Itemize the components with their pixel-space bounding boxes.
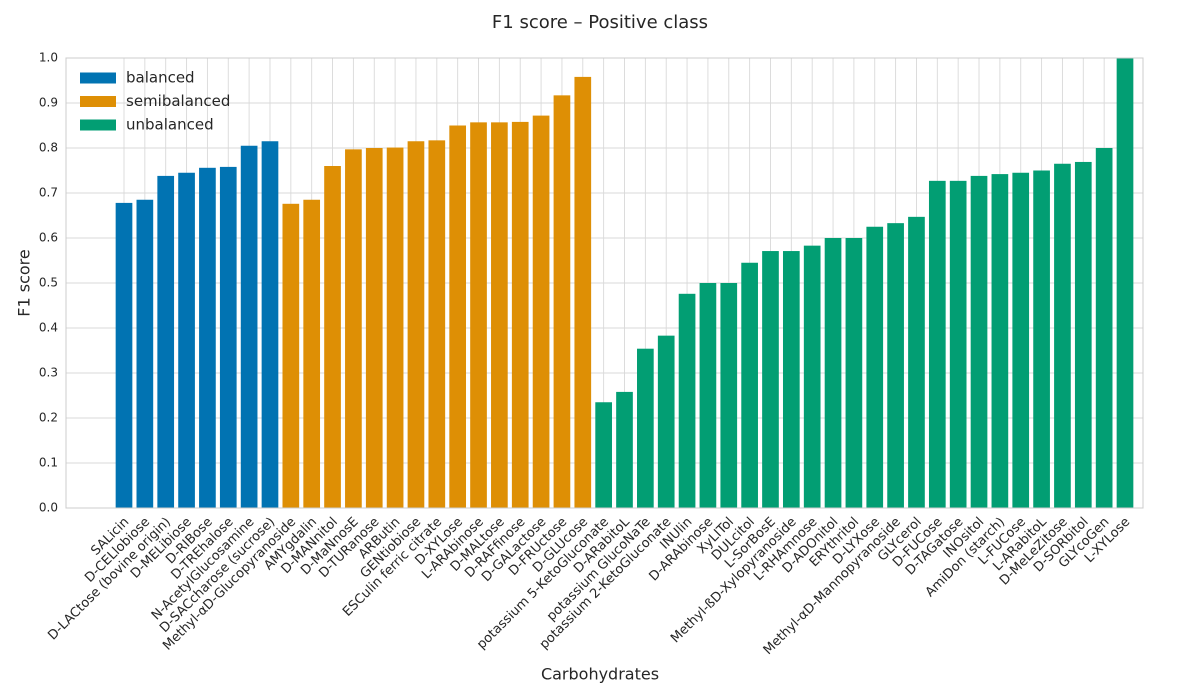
y-tick-label: 0.1 xyxy=(39,456,58,470)
bar xyxy=(657,335,675,508)
bar xyxy=(157,175,175,508)
y-tick-label: 0.3 xyxy=(39,366,58,380)
bar xyxy=(428,140,446,508)
legend-swatch xyxy=(80,119,116,131)
y-tick-label: 0.7 xyxy=(39,186,58,200)
bar xyxy=(928,180,946,508)
bar xyxy=(511,121,529,509)
bar xyxy=(553,95,571,508)
bar xyxy=(1074,161,1092,508)
bar xyxy=(866,226,884,508)
bar xyxy=(532,115,550,508)
bar xyxy=(970,175,988,508)
legend-label: unbalanced xyxy=(126,116,214,134)
bar xyxy=(1054,163,1071,508)
bar xyxy=(240,145,258,508)
y-tick-label: 0.9 xyxy=(39,96,58,110)
bar xyxy=(470,122,487,508)
bar xyxy=(219,166,237,508)
y-tick-label: 0.0 xyxy=(39,501,58,515)
plot-frame xyxy=(65,57,1144,509)
x-axis-label: Carbohydrates xyxy=(541,665,659,684)
y-tick-label: 0.4 xyxy=(39,321,58,335)
bar xyxy=(574,76,592,509)
bar xyxy=(365,148,383,508)
bar xyxy=(178,172,195,508)
bar xyxy=(616,391,633,508)
chart-title: F1 score – Positive class xyxy=(492,12,708,33)
bar xyxy=(637,348,654,508)
bar xyxy=(949,180,967,508)
y-tick-label: 1.0 xyxy=(39,51,58,65)
bar xyxy=(1095,148,1113,508)
bar xyxy=(407,141,425,508)
bar xyxy=(845,238,863,508)
bar xyxy=(115,202,133,508)
bar xyxy=(1116,58,1134,508)
legend-label: semibalanced xyxy=(126,92,230,110)
bar xyxy=(345,149,362,508)
y-tick-label: 0.8 xyxy=(39,141,58,155)
bar xyxy=(887,223,904,508)
legend: balanced semibalanced unbalanced xyxy=(80,69,230,134)
legend-swatch xyxy=(80,72,116,84)
bar xyxy=(491,122,508,508)
bar xyxy=(803,245,821,508)
legend-label: balanced xyxy=(126,69,195,87)
bar xyxy=(199,167,216,509)
bar xyxy=(908,216,925,508)
bar xyxy=(1012,172,1030,508)
bars xyxy=(115,58,1134,509)
bar xyxy=(449,125,467,508)
bar xyxy=(595,402,612,508)
legend-swatch xyxy=(80,96,116,107)
bar xyxy=(136,199,154,508)
bar xyxy=(782,251,800,509)
bar xyxy=(261,141,279,508)
bar xyxy=(303,199,321,508)
bar xyxy=(282,203,300,509)
bar xyxy=(762,251,779,509)
y-tick-label: 0.6 xyxy=(39,231,58,245)
bar xyxy=(741,262,758,508)
bar xyxy=(324,166,341,508)
bar xyxy=(678,293,696,508)
bar xyxy=(991,174,1009,508)
bar xyxy=(720,283,738,508)
y-tick-label: 0.5 xyxy=(39,276,58,290)
bar xyxy=(386,147,404,509)
y-tick-label: 0.2 xyxy=(39,411,58,425)
bar xyxy=(699,283,717,508)
bar xyxy=(1033,170,1050,508)
y-axis-label: F1 score xyxy=(15,249,34,316)
bar xyxy=(824,238,842,508)
